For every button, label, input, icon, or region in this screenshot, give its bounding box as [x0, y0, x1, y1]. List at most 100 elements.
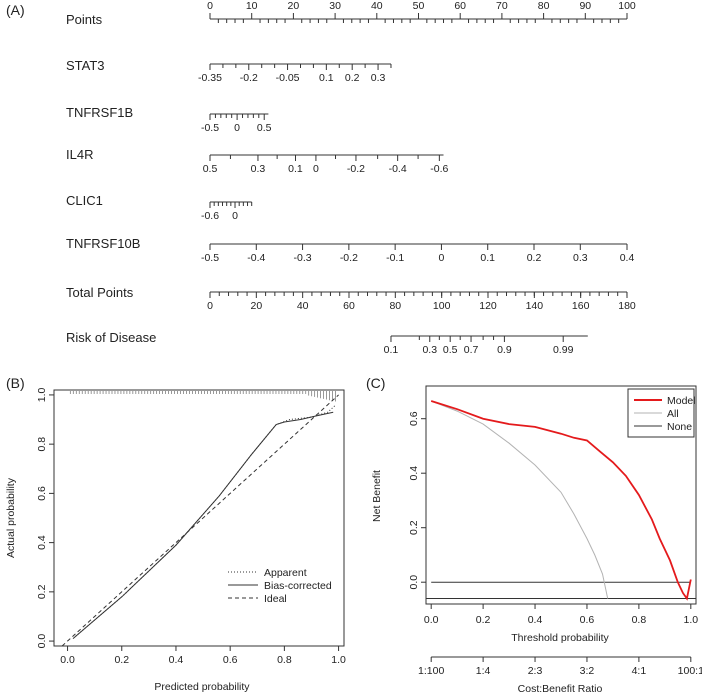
- row-label-tnfrsf1b: TNFRSF1B: [66, 105, 133, 120]
- risk-of-disease-tick-label: 0.3: [422, 344, 437, 356]
- cost-benefit-tick-label: 1:100: [418, 665, 444, 677]
- tnfrsf10b-tick-label: -0.3: [294, 252, 312, 264]
- panel-c-label: (C): [366, 375, 385, 391]
- total-points-tick-label: 40: [297, 300, 309, 312]
- calibration-y-tick-label: 0.8: [36, 437, 48, 452]
- row-label-total-points: Total Points: [66, 285, 134, 300]
- calibration-x-axis-title: Predicted probability: [154, 681, 250, 693]
- tnfrsf10b-tick-label: 0.3: [573, 252, 588, 264]
- calibration-rug: [69, 391, 336, 402]
- calibration-y-tick-label: 0.0: [36, 634, 48, 649]
- total-points-tick-label: 0: [207, 300, 213, 312]
- row-label-points: Points: [66, 12, 103, 27]
- tnfrsf10b-tick-label: -0.1: [386, 252, 404, 264]
- points-tick-label: 90: [579, 0, 591, 12]
- points-tick-label: 20: [288, 0, 300, 12]
- row-label-stat3: STAT3: [66, 58, 105, 73]
- total-points-tick-label: 180: [618, 300, 636, 312]
- total-points-tick-label: 140: [526, 300, 544, 312]
- series-all-line: [431, 400, 609, 599]
- il4r-tick-label: 0: [313, 163, 319, 175]
- il4r-tick-label: -0.6: [430, 163, 448, 175]
- panel-a-label: (A): [6, 2, 25, 18]
- points-tick-label: 50: [413, 0, 425, 12]
- tnfrsf10b-tick-label: 0.1: [480, 252, 495, 264]
- row-label-risk-of-disease: Risk of Disease: [66, 330, 156, 345]
- tnfrsf10b-tick-label: 0.4: [620, 252, 635, 264]
- series-ideal-line: [61, 394, 339, 647]
- series-model-line: [430, 400, 692, 601]
- decision-plot-box: [425, 385, 697, 605]
- points-tick-label: 30: [329, 0, 341, 12]
- cost-benefit-axis-title: Cost:Benefit Ratio: [518, 683, 603, 695]
- total-points-tick-label: 20: [250, 300, 262, 312]
- decision-x-axis-title: Threshold probability: [511, 632, 609, 644]
- total-points-tick-label: 80: [389, 300, 401, 312]
- legend-none-label: None: [667, 421, 692, 433]
- stat3-tick-label: 0.1: [319, 72, 334, 84]
- calibration-x-tick-label: 1.0: [331, 654, 346, 666]
- points-tick-label: 80: [538, 0, 550, 12]
- il4r-tick-label: 0.5: [203, 163, 218, 175]
- tnfrsf1b-tick-label: 0.5: [257, 122, 272, 134]
- decision-x-tick-label: 0.8: [632, 614, 647, 626]
- legend-ideal-label: Ideal: [264, 593, 287, 605]
- risk-of-disease-tick-label: 0.99: [553, 344, 574, 356]
- calibration-y-tick-label: 0.6: [36, 486, 48, 501]
- total-points-tick-label: 60: [343, 300, 355, 312]
- calibration-legend: Apparent Bias-corrected Ideal: [228, 567, 332, 605]
- panel-b-label: (B): [6, 375, 25, 391]
- points-tick-label: 60: [454, 0, 466, 12]
- clic1-tick-label: 0: [232, 210, 238, 222]
- risk-of-disease-tick-label: 0.7: [464, 344, 479, 356]
- stat3-tick-label: -0.35: [198, 72, 222, 84]
- cost-benefit-tick-label: 3:2: [580, 665, 595, 677]
- tnfrsf10b-tick-label: -0.4: [247, 252, 265, 264]
- tnfrsf10b-tick-label: -0.5: [201, 252, 219, 264]
- points-tick-label: 10: [246, 0, 258, 12]
- decision-x-tick-label: 0.4: [528, 614, 543, 626]
- series-bias-corrected-line: [72, 411, 334, 639]
- cost-benefit-tick-label: 4:1: [632, 665, 647, 677]
- decision-x-tick-label: 0.0: [424, 614, 439, 626]
- decision-legend: Model All None: [627, 388, 696, 438]
- stat3-tick-label: -0.05: [276, 72, 300, 84]
- tnfrsf1b-tick-label: -0.5: [201, 122, 219, 134]
- risk-of-disease-tick-label: 0.5: [443, 344, 458, 356]
- tnfrsf1b-tick-label: 0: [234, 122, 240, 134]
- decision-y-axis-title: Net Benefit: [371, 470, 383, 522]
- series-apparent-line: [75, 404, 337, 637]
- decision-x-tick-label: 0.6: [580, 614, 595, 626]
- row-label-il4r: IL4R: [66, 147, 93, 162]
- decision-y-tick-label: 0.6: [408, 411, 420, 426]
- tnfrsf10b-tick-label: -0.2: [340, 252, 358, 264]
- row-label-clic1: CLIC1: [66, 193, 103, 208]
- calibration-x-tick-label: 0.4: [169, 654, 184, 666]
- calibration-x-tick-label: 0.2: [114, 654, 129, 666]
- row-label-tnfrsf10b: TNFRSF10B: [66, 236, 140, 251]
- decision-x-tick-label: 1.0: [684, 614, 699, 626]
- points-tick-label: 0: [207, 0, 213, 12]
- decision-x-tick-label: 0.2: [476, 614, 491, 626]
- total-points-tick-label: 120: [479, 300, 497, 312]
- calibration-plot-box: [53, 389, 345, 647]
- tnfrsf10b-tick-label: 0: [439, 252, 445, 264]
- calibration-x-tick-label: 0.8: [277, 654, 292, 666]
- calibration-y-tick-label: 0.2: [36, 584, 48, 599]
- points-tick-label: 70: [496, 0, 508, 12]
- total-points-tick-label: 160: [572, 300, 590, 312]
- il4r-tick-label: -0.4: [389, 163, 407, 175]
- legend-model-label: Model: [667, 395, 696, 407]
- points-tick-label: 40: [371, 0, 383, 12]
- total-points-tick-label: 100: [433, 300, 451, 312]
- risk-of-disease-tick-label: 0.1: [384, 344, 399, 356]
- decision-curve-panel: (C) Threshold probability Cost:Benefit R…: [366, 375, 702, 695]
- calibration-y-tick-label: 0.4: [36, 535, 48, 550]
- cost-benefit-tick-label: 100:1: [678, 665, 702, 677]
- tnfrsf10b-tick-label: 0.2: [527, 252, 542, 264]
- legend-bias-corrected-label: Bias-corrected: [264, 580, 332, 592]
- calibration-x-tick-label: 0.6: [223, 654, 238, 666]
- cost-benefit-tick-label: 1:4: [476, 665, 491, 677]
- legend-all-label: All: [667, 408, 679, 420]
